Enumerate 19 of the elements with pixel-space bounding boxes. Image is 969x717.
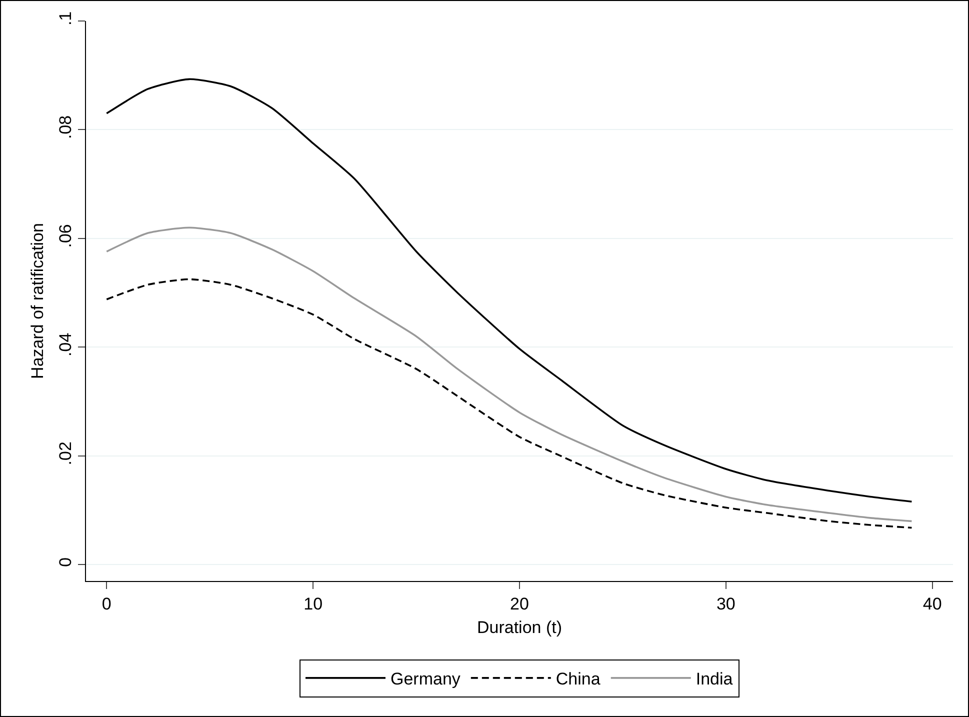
y-axis-title: Hazard of ratification (28, 223, 47, 379)
x-tick-label: 20 (510, 594, 529, 614)
legend-label: Germany (390, 670, 461, 689)
y-tick-label: .02 (56, 442, 76, 466)
y-tick-label: .06 (56, 224, 76, 248)
x-tick-label: 0 (102, 594, 112, 614)
x-tick-label: 30 (716, 594, 736, 614)
y-tick-label: .08 (56, 115, 76, 140)
line-series (106, 226, 913, 522)
legend-label: India (696, 670, 734, 689)
line-series (106, 278, 913, 529)
x-tick-label: 10 (304, 594, 323, 614)
x-axis-title: Duration (t) (476, 618, 562, 637)
y-tick-label: .04 (56, 332, 76, 356)
y-tick-label: .1 (56, 11, 76, 26)
x-tick-label: 40 (922, 594, 942, 614)
legend-label: China (556, 670, 601, 689)
y-tick-label: 0 (56, 557, 76, 567)
line-series (106, 78, 913, 503)
